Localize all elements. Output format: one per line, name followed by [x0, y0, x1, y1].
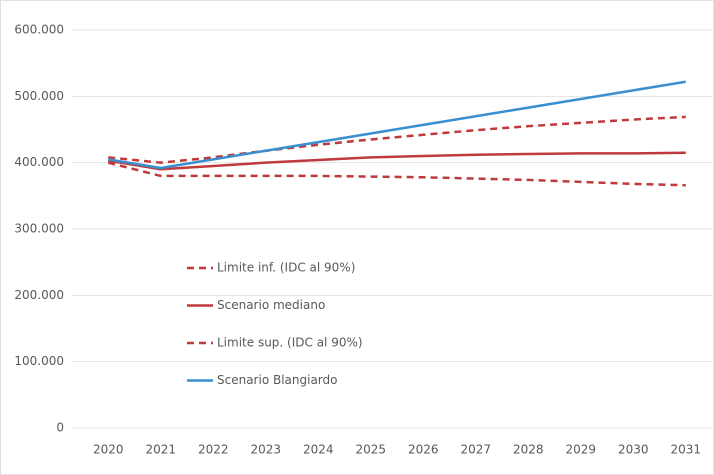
- y-tick-label: 600.000: [14, 23, 64, 37]
- x-tick-label: 2025: [355, 443, 386, 457]
- x-tick-label: 2026: [408, 443, 439, 457]
- x-tick-label: 2020: [93, 443, 124, 457]
- series-line: [108, 151, 686, 171]
- y-tick-label: 300.000: [14, 222, 64, 236]
- legend-label: Limite inf. (IDC al 90%): [217, 261, 355, 275]
- y-tick-label: 100.000: [14, 354, 64, 368]
- legend-label: Scenario mediano: [217, 298, 325, 312]
- y-tick-label: 200.000: [14, 288, 64, 302]
- y-tick-label: 0: [56, 421, 64, 435]
- x-tick-label: 2029: [565, 443, 596, 457]
- y-tick-label: 400.000: [14, 155, 64, 169]
- x-tick-label: 2024: [303, 443, 334, 457]
- series-line: [107, 161, 686, 187]
- series-line: [108, 80, 686, 170]
- series-line: [108, 115, 686, 164]
- x-tick-label: 2031: [670, 443, 701, 457]
- legend-label: Limite sup. (IDC al 90%): [217, 336, 363, 350]
- x-tick-label: 2022: [198, 443, 229, 457]
- x-tick-label: 2028: [513, 443, 544, 457]
- y-tick-label: 500.000: [14, 89, 64, 103]
- x-tick-label: 2027: [460, 443, 491, 457]
- legend-label: Scenario Blangiardo: [217, 373, 338, 387]
- x-tick-label: 2023: [250, 443, 281, 457]
- x-tick-label: 2030: [618, 443, 649, 457]
- x-tick-label: 2021: [145, 443, 176, 457]
